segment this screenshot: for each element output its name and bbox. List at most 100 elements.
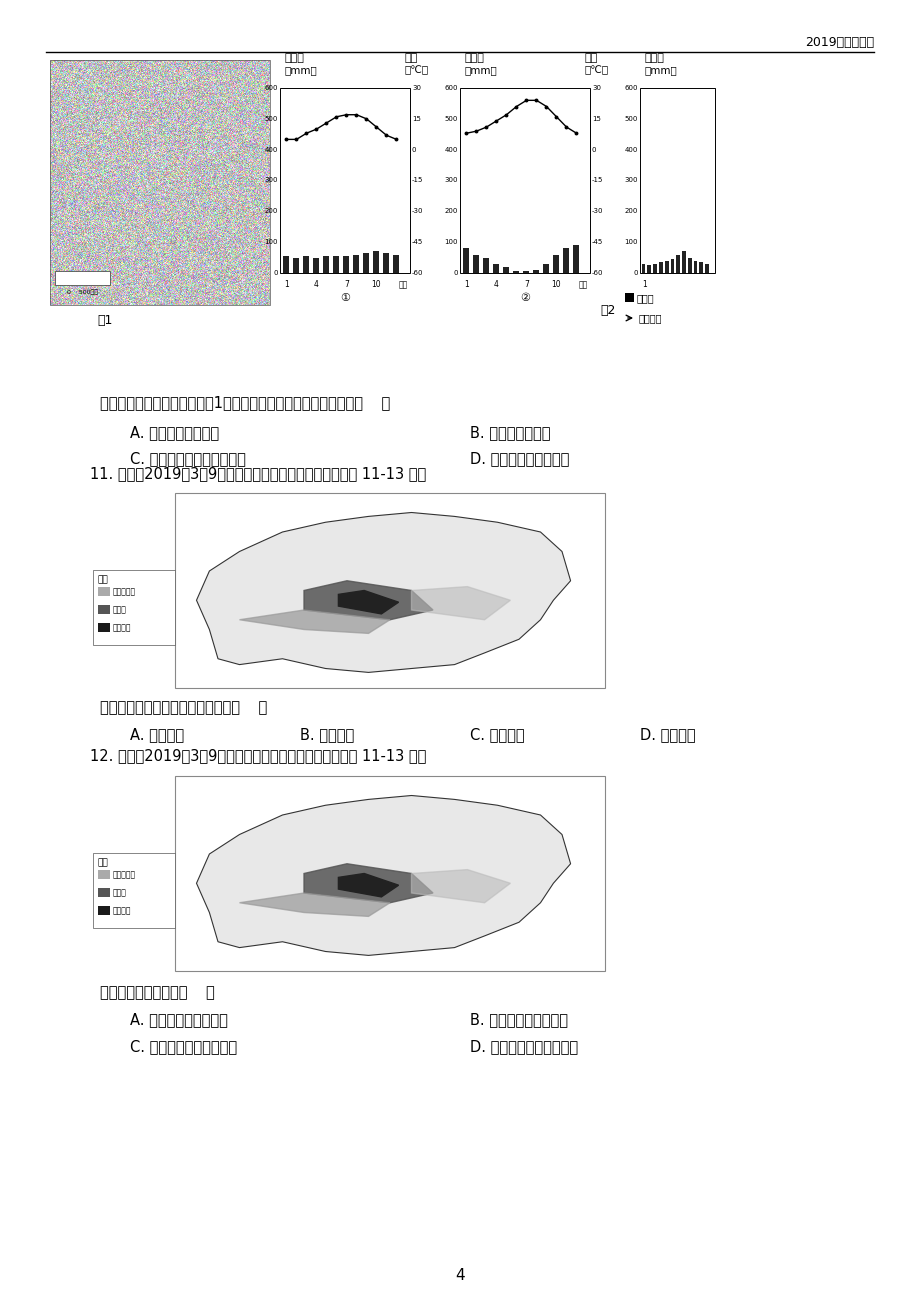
Text: 4: 4 [494,280,498,289]
Text: 7: 7 [344,280,348,289]
Polygon shape [239,611,390,633]
Bar [664,260,668,273]
Text: 100: 100 [624,240,637,245]
Polygon shape [411,870,510,902]
Text: B. 乙地有阳光沙滩: B. 乙地有阳光沙滩 [470,424,550,440]
Text: 0: 0 [453,270,458,276]
Bar [542,264,549,273]
Text: 1: 1 [642,280,647,289]
Bar [640,89,714,273]
Bar [55,271,110,285]
Text: 月份: 月份 [578,280,587,289]
Text: 降水量: 降水量 [464,53,484,62]
Bar [50,60,269,305]
Bar [98,587,110,596]
Bar [513,271,519,273]
Bar [392,254,399,273]
Bar [353,254,359,273]
Text: 100: 100 [265,240,278,245]
Polygon shape [239,893,390,917]
Text: 该日，沙尘天气影响的主要地区在（    ）: 该日，沙尘天气影响的主要地区在（ ） [100,700,267,715]
Text: 300: 300 [265,177,278,184]
Text: 1: 1 [463,280,469,289]
Bar [522,271,529,273]
Text: 300: 300 [624,177,637,184]
Bar [382,253,389,273]
Text: 强沙尘暴: 强沙尘暴 [113,906,131,915]
Text: B. 空气清新，风速较大: B. 空气清新，风速较大 [470,1012,567,1027]
Bar [641,264,645,273]
Text: 欧洲旅游业发达，下列有关图1中三地旅游资源的描述，正确的是（    ）: 欧洲旅游业发达，下列有关图1中三地旅游资源的描述，正确的是（ ） [100,395,390,410]
Bar [687,258,691,273]
Text: 30: 30 [591,85,600,91]
Text: 0: 0 [412,147,416,152]
Polygon shape [303,863,433,902]
Text: -15: -15 [412,177,423,184]
Text: 沙尘天气影响区域内（    ）: 沙尘天气影响区域内（ ） [100,986,214,1000]
Text: C. 丙地有阿尔卑斯山滑雪场: C. 丙地有阿尔卑斯山滑雪场 [130,450,245,466]
Text: -15: -15 [591,177,603,184]
Bar [647,266,651,273]
Text: 400: 400 [444,147,458,152]
Text: 11. 如图为2019年3月9日我国沙尘天气实况图。读图，完成 11-13 题。: 11. 如图为2019年3月9日我国沙尘天气实况图。读图，完成 11-13 题。 [90,466,425,480]
Text: 平均气温: 平均气温 [639,312,662,323]
Text: 200: 200 [265,208,278,215]
Text: -60: -60 [591,270,603,276]
Polygon shape [303,581,433,620]
Bar [98,870,110,879]
Polygon shape [197,796,570,956]
Text: 月份: 月份 [398,280,407,289]
Text: 0: 0 [591,147,596,152]
Text: 100: 100 [444,240,458,245]
Bar [532,270,539,273]
Text: -45: -45 [591,240,603,245]
Bar [279,89,410,273]
Text: 浮尘或扬沙: 浮尘或扬沙 [113,587,136,596]
Text: 300: 300 [444,177,458,184]
Text: 400: 400 [265,147,278,152]
Text: （℃）: （℃） [584,65,608,76]
Text: 1: 1 [284,280,289,289]
Text: 图2: 图2 [599,303,615,316]
Text: 15: 15 [412,116,420,122]
Bar [658,262,662,273]
Bar [343,256,349,273]
Text: 600: 600 [265,85,278,91]
Text: -30: -30 [591,208,603,215]
Text: 0    500千米: 0 500千米 [67,289,98,294]
Text: A. 空气污浊，风速较小: A. 空气污浊，风速较小 [130,1012,228,1027]
Text: C. 空气质量指数大幅减小: C. 空气质量指数大幅减小 [130,1039,237,1055]
Bar [482,258,489,273]
Bar [292,258,300,273]
Text: 15: 15 [591,116,600,122]
Text: 气温: 气温 [584,53,597,62]
Bar [372,251,380,273]
Text: 沙尘暴: 沙尘暴 [113,888,127,897]
Text: 降水量: 降水量 [636,293,654,303]
Text: 气温: 气温 [404,53,418,62]
Text: 600: 600 [444,85,458,91]
Text: D. 甲乙丙均有峡湾风光: D. 甲乙丙均有峡湾风光 [470,450,569,466]
Bar [363,253,369,273]
Text: 30: 30 [412,85,421,91]
Text: ①: ① [340,293,349,303]
Polygon shape [197,513,570,672]
Text: 0: 0 [633,270,637,276]
Text: A. 北方地区: A. 北方地区 [130,727,184,742]
Text: 图例: 图例 [98,858,108,867]
Bar [493,264,499,273]
Text: 500: 500 [624,116,637,122]
Bar [333,256,339,273]
Text: 10: 10 [371,280,380,289]
Bar [624,293,633,302]
Text: D. 青藏地区: D. 青藏地区 [640,727,695,742]
Text: 500: 500 [265,116,278,122]
Bar [503,267,509,273]
Text: D. 空气质量指数大幅增加: D. 空气质量指数大幅增加 [470,1039,577,1055]
Text: （℃）: （℃） [404,65,428,76]
Polygon shape [411,587,510,620]
Text: 500: 500 [444,116,458,122]
Bar [670,259,674,273]
Bar [675,254,679,273]
Bar [98,605,110,615]
